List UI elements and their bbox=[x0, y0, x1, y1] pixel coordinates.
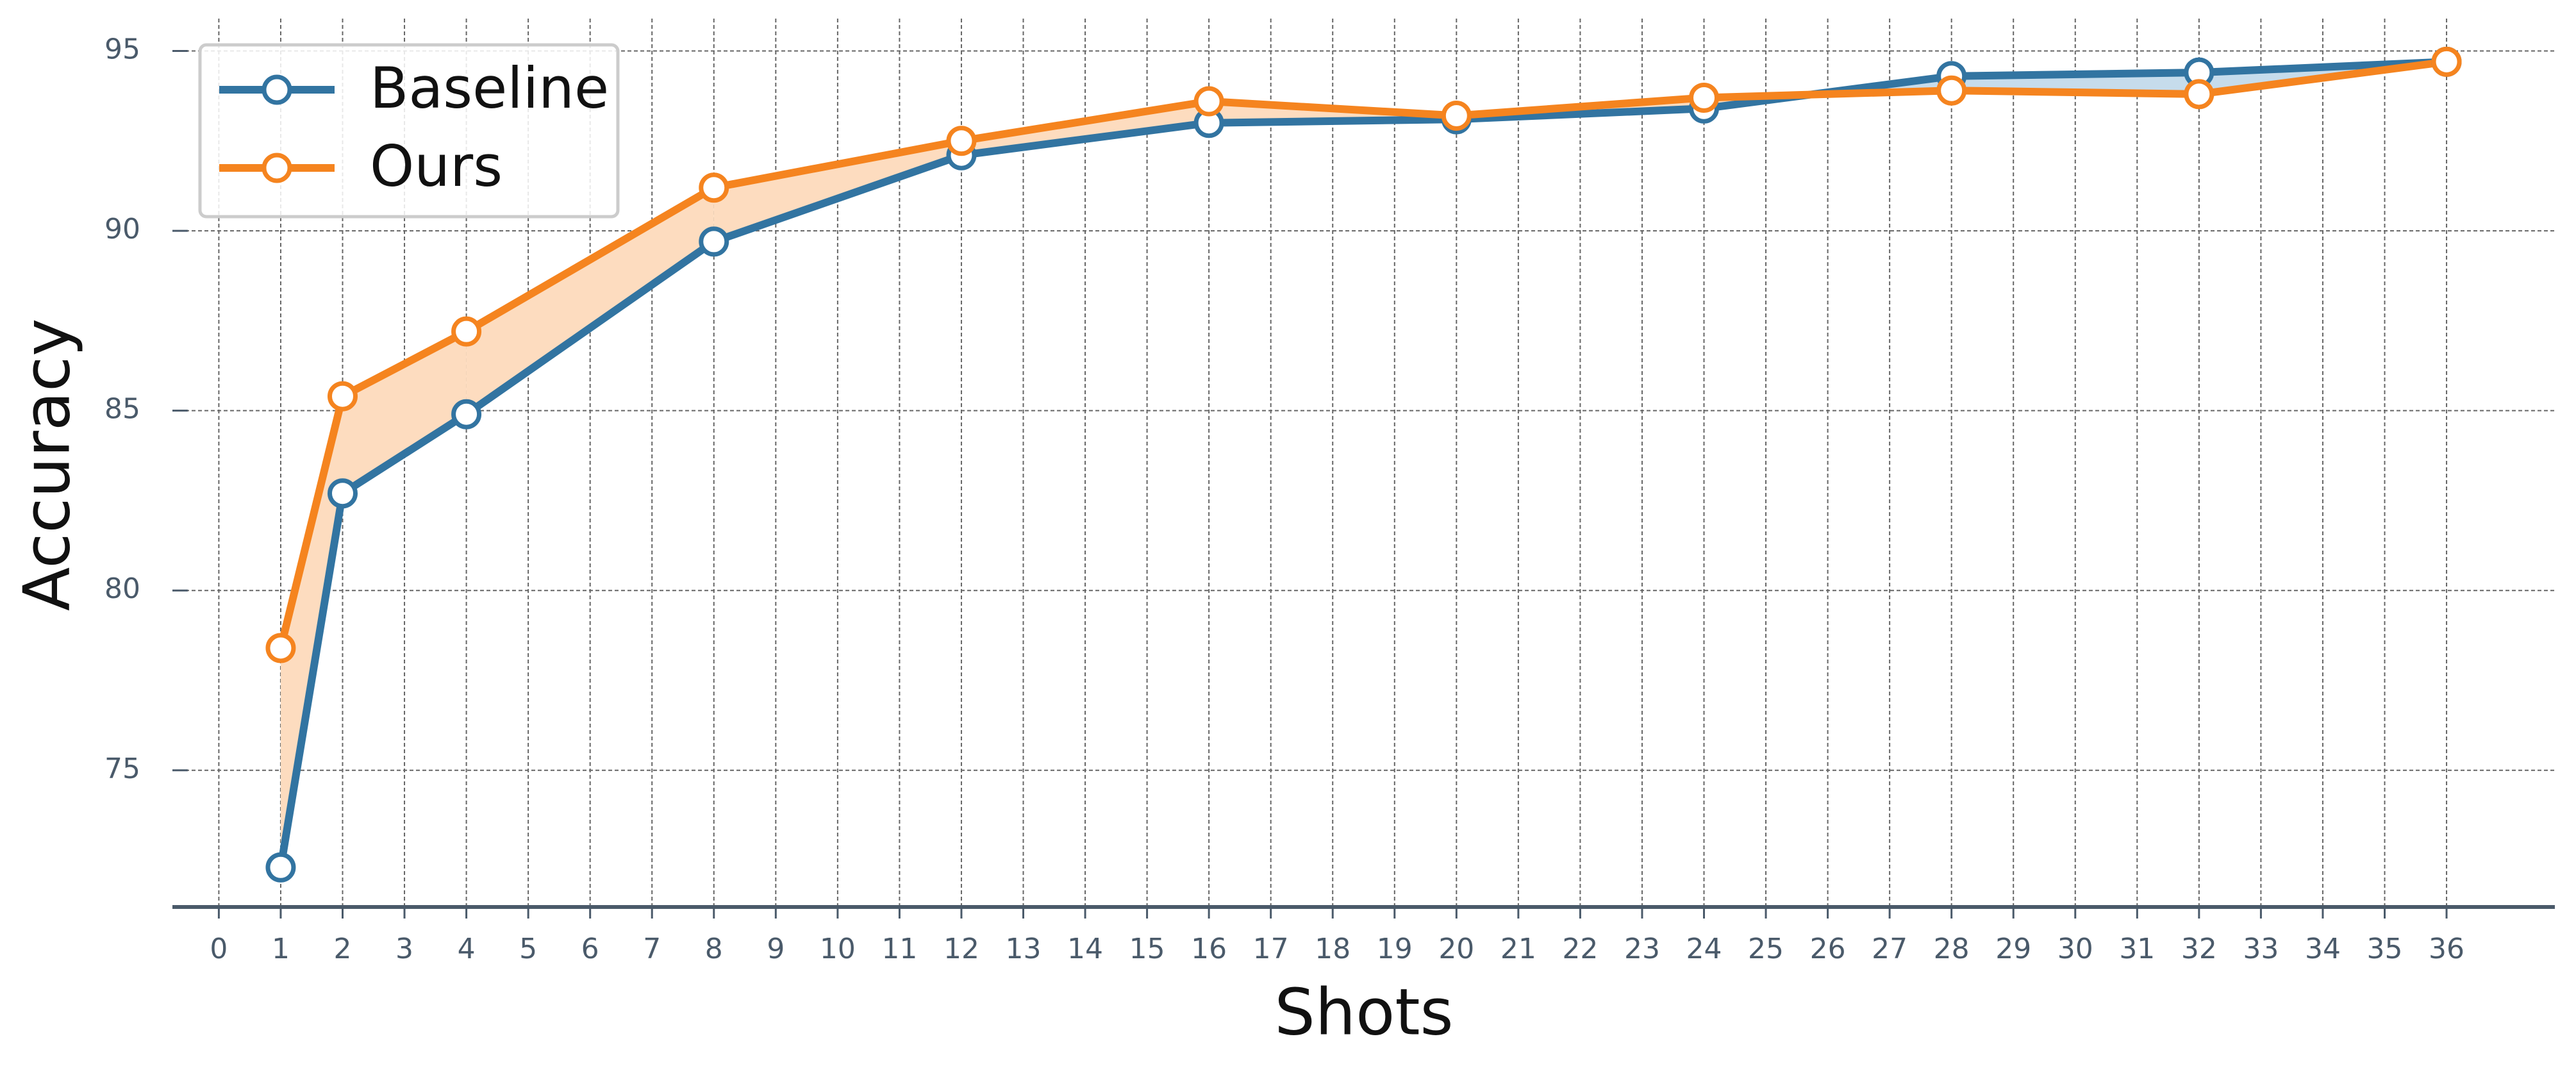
x-tick-label: 12 bbox=[943, 933, 979, 965]
gap-fill bbox=[342, 331, 467, 494]
marker bbox=[1689, 82, 1719, 113]
marker bbox=[1193, 86, 1224, 117]
marker bbox=[328, 478, 358, 509]
x-tick-label: 18 bbox=[1315, 933, 1350, 965]
x-tick-label: 5 bbox=[519, 933, 537, 965]
x-tick-label: 14 bbox=[1067, 933, 1103, 965]
x-tick-label: 15 bbox=[1129, 933, 1165, 965]
x-tick-label: 35 bbox=[2367, 933, 2403, 965]
marker bbox=[451, 399, 482, 429]
marker bbox=[451, 316, 482, 347]
y-tick-label: 80 bbox=[104, 572, 140, 605]
gap-fill bbox=[280, 396, 343, 868]
x-tick-label: 16 bbox=[1191, 933, 1227, 965]
x-tick-label: 8 bbox=[705, 933, 723, 965]
y-axis-title: Accuracy bbox=[9, 319, 84, 611]
gap-fill bbox=[466, 187, 714, 415]
x-tick-label: 0 bbox=[210, 933, 228, 965]
x-tick-label: 32 bbox=[2181, 933, 2217, 965]
x-tick-label: 3 bbox=[395, 933, 413, 965]
marker bbox=[1441, 101, 1472, 131]
x-tick-label: 31 bbox=[2119, 933, 2155, 965]
legend-marker bbox=[262, 153, 292, 183]
x-axis-title: Shots bbox=[1274, 974, 1453, 1049]
legend-label: Ours bbox=[370, 133, 503, 199]
y-tick-label: 85 bbox=[104, 393, 140, 426]
marker bbox=[328, 381, 358, 412]
marker bbox=[2431, 46, 2462, 77]
x-tick-label: 30 bbox=[2057, 933, 2093, 965]
x-tick-label: 2 bbox=[334, 933, 352, 965]
marker bbox=[699, 172, 729, 203]
x-tick-label: 24 bbox=[1686, 933, 1722, 965]
marker bbox=[265, 852, 296, 883]
legend-label: Baseline bbox=[370, 55, 609, 121]
x-tick-label: 27 bbox=[1872, 933, 1907, 965]
x-tick-label: 4 bbox=[458, 933, 476, 965]
x-tick-label: 26 bbox=[1810, 933, 1846, 965]
x-tick-label: 19 bbox=[1377, 933, 1413, 965]
x-tick-label: 22 bbox=[1562, 933, 1598, 965]
x-tick-label: 29 bbox=[1995, 933, 2031, 965]
marker bbox=[1936, 75, 1967, 106]
x-tick-label: 6 bbox=[581, 933, 599, 965]
y-tick-label: 90 bbox=[104, 213, 140, 245]
x-tick-label: 34 bbox=[2305, 933, 2341, 965]
x-tick-label: 9 bbox=[767, 933, 785, 965]
legend-marker bbox=[262, 74, 292, 105]
x-tick-label: 7 bbox=[643, 933, 661, 965]
marker bbox=[946, 126, 977, 156]
marker bbox=[699, 226, 729, 257]
marker bbox=[2184, 79, 2215, 110]
x-tick-label: 10 bbox=[820, 933, 856, 965]
marker bbox=[265, 633, 296, 663]
x-tick-label: 17 bbox=[1253, 933, 1289, 965]
y-tick-label: 75 bbox=[104, 753, 140, 785]
x-tick-label: 21 bbox=[1500, 933, 1536, 965]
x-tick-label: 36 bbox=[2429, 933, 2464, 965]
x-tick-label: 28 bbox=[1934, 933, 1970, 965]
x-tick-label: 23 bbox=[1624, 933, 1660, 965]
x-tick-label: 1 bbox=[272, 933, 290, 965]
x-tick-label: 20 bbox=[1438, 933, 1474, 965]
x-tick-label: 25 bbox=[1748, 933, 1784, 965]
x-tick-label: 11 bbox=[881, 933, 917, 965]
x-tick-label: 33 bbox=[2243, 933, 2279, 965]
y-tick-label: 95 bbox=[104, 33, 140, 66]
x-tick-label: 13 bbox=[1006, 933, 1042, 965]
